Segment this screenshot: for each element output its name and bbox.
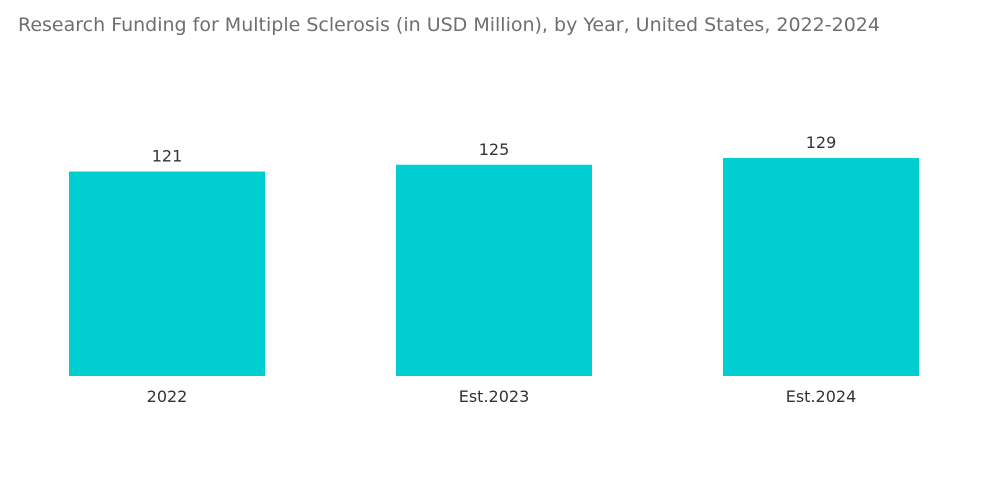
category-label-3: Est.2024	[786, 387, 857, 406]
value-label-2: 125	[479, 140, 510, 159]
chart-title: Research Funding for Multiple Sclerosis …	[18, 14, 880, 36]
category-label-1: 2022	[147, 387, 188, 406]
value-label-1: 121	[152, 147, 183, 166]
bar-1	[69, 171, 265, 376]
bar-2	[396, 164, 592, 376]
bar-3	[723, 158, 919, 376]
value-label-3: 129	[806, 133, 837, 152]
category-label-2: Est.2023	[459, 387, 530, 406]
